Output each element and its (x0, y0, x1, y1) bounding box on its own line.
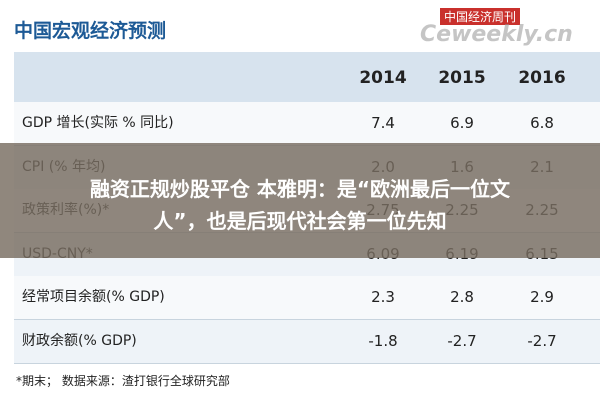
row-label: 财政余额(% GDP) (22, 332, 137, 349)
watermark-cn: 中国经济周刊 (440, 8, 521, 25)
cell: 2.3 (371, 288, 395, 306)
footnote: *期末； 数据来源：渣打银行全球研究部 (16, 374, 230, 388)
table-row: 经常项目余额(% GDP) 2.3 2.8 2.9 (14, 276, 600, 320)
cell: -1.8 (368, 331, 398, 350)
table-row: 财政余额(% GDP) -1.8 -2.7 -2.7 (14, 319, 600, 364)
watermark-en: Ceweekly.cn (420, 22, 573, 47)
cell: 6.9 (450, 114, 474, 132)
cell: 7.4 (371, 114, 395, 132)
cell: -2.7 (447, 331, 477, 350)
table-row: GDP 增长(实际 % 同比) 7.4 6.9 6.8 (14, 102, 600, 146)
column-header: 2014 (359, 68, 407, 88)
row-label: GDP 增长(实际 % 同比) (22, 115, 174, 131)
cell: 2.9 (530, 288, 554, 306)
cell: -2.7 (527, 331, 557, 350)
overlay-banner: 融资正规炒股平仓 本雅明：是“欧洲最后一位文 人”，也是后现代社会第一位先知 (0, 143, 600, 258)
column-header: 2015 (438, 68, 486, 88)
overlay-text: 融资正规炒股平仓 本雅明：是“欧洲最后一位文 (89, 177, 511, 201)
table-header (14, 52, 600, 102)
column-header: 2016 (518, 68, 566, 88)
overlay-text: 人”，也是后现代社会第一位先知 (153, 209, 447, 233)
row-label: 经常项目余额(% GDP) (22, 289, 165, 305)
cell: 6.8 (530, 114, 554, 132)
cell: 2.8 (450, 288, 474, 306)
title: 中国宏观经济预测 (14, 20, 167, 42)
